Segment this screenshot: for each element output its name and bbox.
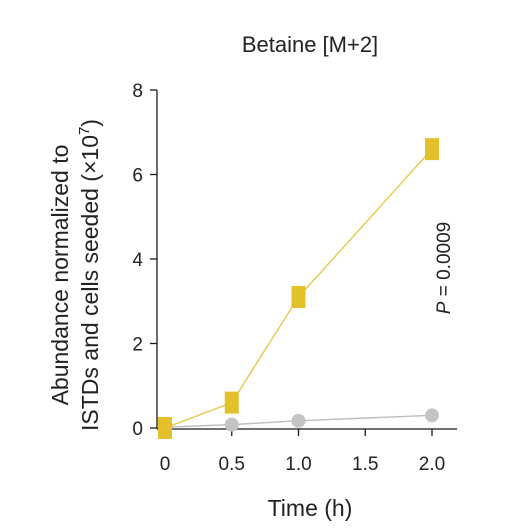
y-axis-label-line1: Abundance normalized to xyxy=(47,145,73,406)
series-markers xyxy=(158,138,439,439)
y-tick-label: 0 xyxy=(132,419,143,440)
data-point xyxy=(291,286,306,309)
data-point xyxy=(291,413,306,428)
y-tick-label: 8 xyxy=(132,81,143,102)
series-line xyxy=(164,148,433,429)
y-tick-label: 2 xyxy=(132,335,143,356)
x-tick-label: 0 xyxy=(160,454,171,475)
y-tick-label: 6 xyxy=(132,166,143,187)
y-tick-label: 4 xyxy=(132,250,143,271)
x-tick-label: 2.0 xyxy=(419,454,445,475)
chart-title: Betaine [M+2] xyxy=(242,32,378,57)
data-point xyxy=(158,417,172,439)
series-line xyxy=(164,414,433,428)
x-tick-label: 0.5 xyxy=(219,454,245,475)
x-axis-label: Time (h) xyxy=(268,495,353,521)
y-axis-label-exponent: 7 xyxy=(76,127,93,135)
y-axis-label-line2: ISTDs and cells seeded (×107) xyxy=(76,119,103,431)
y-axis-label: Abundance normalized to ISTDs and cells … xyxy=(47,119,103,431)
data-point xyxy=(224,391,239,414)
axes: 0 2 4 6 8 0 0.5 1.0 1.5 2.0 xyxy=(132,81,457,475)
x-tick-label: 1.0 xyxy=(285,454,311,475)
series-lines xyxy=(164,148,433,429)
data-point xyxy=(224,417,239,432)
data-point xyxy=(425,408,439,423)
x-tick-label: 1.5 xyxy=(352,454,378,475)
y-axis-label-close: ) xyxy=(77,119,103,127)
data-point xyxy=(425,138,439,161)
p-value-annotation: P = 0.0009 xyxy=(434,222,455,314)
